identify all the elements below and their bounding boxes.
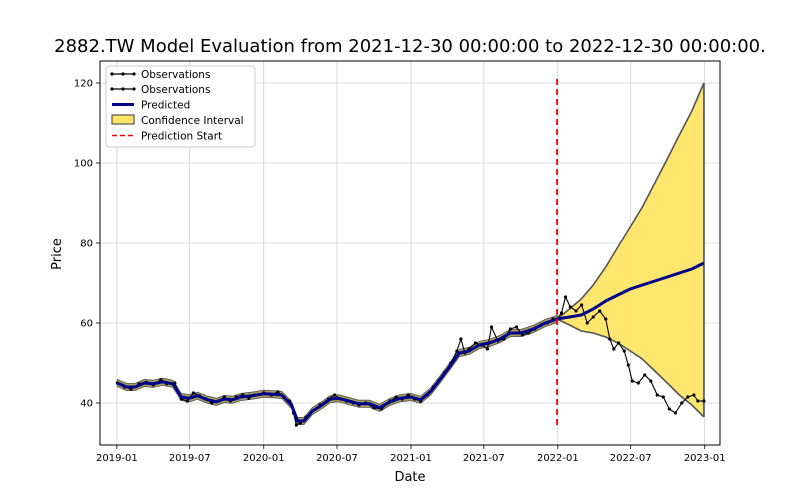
predicted-series	[116, 261, 705, 423]
observation-point	[459, 337, 463, 341]
confidence-lower-bound	[556, 318, 705, 418]
x-tick-label: 2021-01	[390, 453, 432, 464]
observation-point	[185, 399, 189, 403]
x-tick-label: 2022-07	[610, 453, 652, 464]
x-tick-label: 2022-01	[537, 453, 579, 464]
observation-point	[294, 423, 298, 427]
observation-point	[702, 399, 706, 403]
grid-lines	[100, 61, 720, 445]
legend-item-observations-2: Observations	[110, 84, 210, 96]
observation-point	[673, 411, 677, 415]
y-tick-label: 60	[80, 319, 93, 330]
x-axis-label: Date	[394, 470, 425, 485]
observation-point	[667, 407, 671, 411]
observation-point	[591, 315, 595, 319]
observation-point	[508, 327, 512, 331]
observation-point	[559, 311, 564, 315]
observation-point	[655, 393, 659, 397]
observation-point	[574, 309, 578, 313]
legend: Observations Observations Predicted Conf…	[105, 65, 256, 148]
observation-point	[489, 325, 494, 329]
observation-point	[585, 321, 589, 325]
legend-item-observations-1: Observations	[110, 69, 210, 81]
observation-point	[696, 399, 700, 403]
x-tick-label: 2020-01	[243, 453, 285, 464]
legend-label-prediction-start: Prediction Start	[141, 131, 222, 143]
observation-point	[568, 305, 572, 309]
x-tick-label: 2020-07	[316, 453, 358, 464]
chart-title: 2882.TW Model Evaluation from 2021-12-30…	[54, 36, 766, 57]
observation-point	[643, 373, 647, 377]
observation-point	[455, 349, 459, 353]
observation-point	[630, 379, 634, 383]
observation-point	[473, 341, 477, 345]
x-axis-ticks: 2019-01 2019-07 2020-01 2020-07 2021-01 2021-…	[96, 445, 726, 464]
observation-point	[661, 395, 665, 399]
observation-point	[563, 295, 568, 299]
confidence-upper-bound	[556, 82, 705, 320]
legend-label-predicted: Predicted	[141, 100, 190, 112]
y-tick-label: 100	[74, 159, 93, 170]
observation-point	[612, 347, 616, 351]
observation-point	[680, 401, 684, 405]
y-tick-label: 120	[74, 79, 93, 90]
observation-point	[579, 303, 584, 307]
legend-label-observations-1: Observations	[141, 69, 210, 81]
y-axis-label: Price	[50, 238, 65, 270]
observation-point	[598, 309, 602, 313]
y-tick-label: 40	[80, 399, 93, 410]
x-tick-label: 2021-07	[463, 453, 505, 464]
legend-label-confidence-interval: Confidence Interval	[141, 115, 244, 127]
x-tick-label: 2019-01	[96, 453, 138, 464]
confidence-interval-area	[557, 83, 704, 417]
observation-point	[686, 395, 690, 399]
predicted-line	[116, 261, 705, 423]
x-tick-label: 2019-07	[169, 453, 211, 464]
observation-point	[636, 381, 640, 385]
observation-point	[617, 341, 621, 345]
observation-point	[604, 317, 608, 321]
observation-point	[514, 325, 519, 329]
observation-point	[332, 393, 337, 397]
legend-label-observations-2: Observations	[141, 84, 210, 96]
y-axis-ticks: 40 60 80 100 120	[74, 79, 100, 410]
y-tick-label: 80	[80, 239, 93, 250]
x-tick-label: 2023-01	[684, 453, 726, 464]
observation-point	[191, 391, 195, 395]
observation-point	[649, 379, 653, 383]
legend-item-prediction-start: Prediction Start	[112, 131, 222, 143]
observation-point	[276, 390, 280, 394]
observation-point	[692, 393, 696, 397]
legend-item-predicted: Predicted	[112, 100, 190, 112]
legend-box	[105, 65, 256, 148]
observation-point	[622, 349, 626, 353]
legend-item-confidence-interval: Confidence Interval	[111, 114, 244, 127]
observation-point	[485, 347, 490, 351]
observation-point	[608, 337, 612, 341]
plot-frame	[99, 60, 721, 446]
observation-point	[626, 363, 630, 367]
plot-area	[99, 60, 721, 446]
